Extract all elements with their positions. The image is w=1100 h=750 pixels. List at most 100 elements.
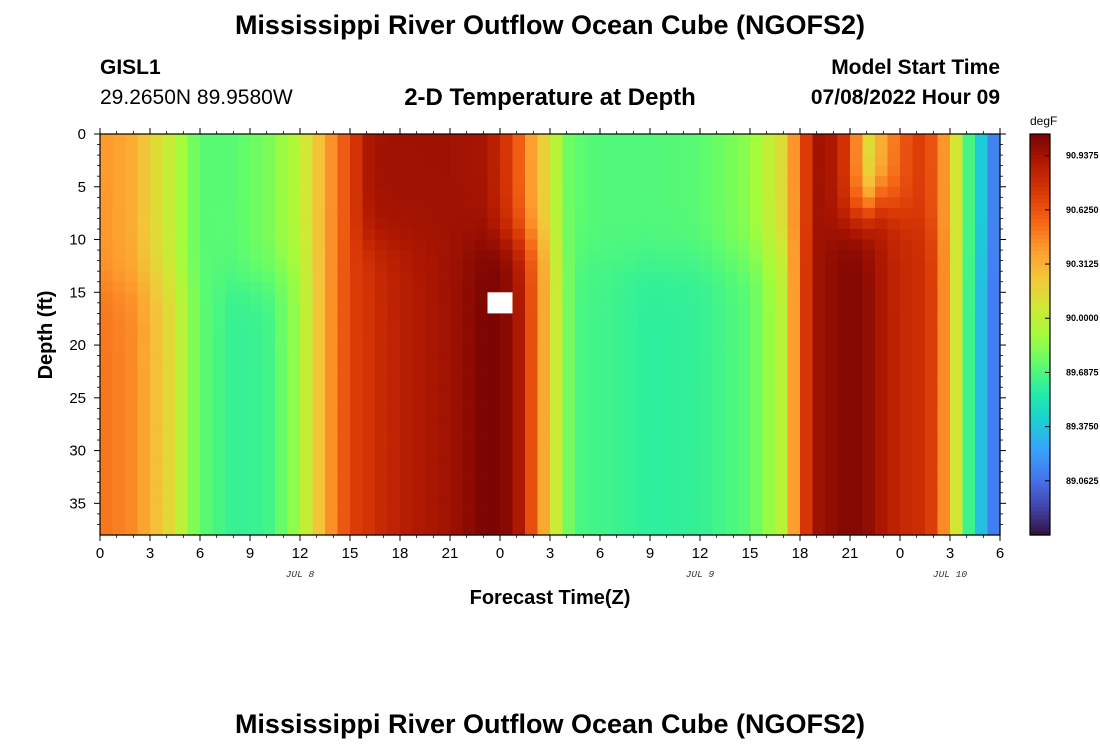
heatmap-cell	[525, 524, 539, 536]
heatmap-cell	[200, 186, 214, 198]
heatmap-cell	[237, 281, 251, 293]
heatmap-cell	[950, 313, 964, 325]
heatmap-cell	[675, 366, 689, 378]
heatmap-cell	[100, 281, 114, 293]
heatmap-cell	[887, 260, 901, 272]
heatmap-cell	[125, 345, 139, 357]
heatmap-cell	[412, 376, 426, 388]
heatmap-cell	[800, 186, 814, 198]
heatmap-cell	[225, 524, 239, 536]
colorbar-segment	[1030, 334, 1050, 340]
heatmap-cell	[225, 228, 239, 241]
heatmap-cell	[987, 345, 1001, 357]
heatmap-cell	[112, 492, 126, 504]
heatmap-cell	[350, 207, 364, 220]
heatmap-cell	[837, 134, 851, 146]
heatmap-cell	[725, 155, 739, 167]
heatmap-cell	[400, 260, 414, 272]
heatmap-cell	[925, 492, 939, 504]
heatmap-cell	[725, 323, 739, 336]
heatmap-cell	[262, 387, 276, 399]
heatmap-cell	[625, 376, 639, 388]
heatmap-cell	[862, 482, 876, 494]
heatmap-cell	[162, 228, 176, 241]
heatmap-cell	[862, 513, 876, 526]
heatmap-cell	[125, 260, 139, 272]
heatmap-cell	[887, 186, 901, 198]
heatmap-cell	[137, 260, 151, 272]
heatmap-cell	[362, 387, 376, 399]
heatmap-cell	[175, 186, 189, 198]
heatmap-cell	[975, 260, 989, 272]
heatmap-cell	[625, 366, 639, 378]
heatmap-cell	[150, 471, 164, 483]
heatmap-cell	[250, 302, 264, 314]
heatmap-cell	[162, 397, 176, 409]
heatmap-cell	[225, 492, 239, 504]
heatmap-cell	[812, 250, 826, 262]
heatmap-cell	[175, 260, 189, 272]
heatmap-cell	[300, 281, 314, 293]
heatmap-cell	[112, 228, 126, 241]
heatmap-cell	[237, 429, 251, 441]
heatmap-cell	[275, 376, 289, 388]
heatmap-cell	[862, 524, 876, 536]
heatmap-cell	[550, 366, 564, 378]
heatmap-cell	[800, 418, 814, 431]
colorbar-segment	[1030, 226, 1050, 231]
heatmap-cell	[712, 513, 726, 526]
heatmap-cell	[200, 239, 214, 251]
heatmap-cell	[562, 471, 576, 483]
colorbar-segment	[1030, 418, 1050, 424]
heatmap-cell	[462, 397, 476, 409]
heatmap-cell	[200, 207, 214, 220]
heatmap-cell	[887, 134, 901, 146]
heatmap-cell	[600, 376, 614, 388]
heatmap-cell	[525, 260, 539, 272]
heatmap-cell	[700, 450, 714, 462]
heatmap-cell	[250, 355, 264, 367]
heatmap-cell	[637, 471, 651, 483]
heatmap-cell	[287, 461, 301, 473]
heatmap-cell	[450, 144, 464, 156]
heatmap-cell	[800, 323, 814, 336]
heatmap-cell	[837, 334, 851, 346]
heatmap-cell	[350, 450, 364, 462]
heatmap-cell	[950, 239, 964, 251]
heatmap-cell	[775, 302, 789, 314]
heatmap-cell	[600, 313, 614, 325]
heatmap-cell	[987, 471, 1001, 483]
heatmap-cell	[875, 239, 889, 251]
heatmap-cell	[837, 144, 851, 156]
heatmap-cell	[462, 165, 476, 177]
heatmap-cell	[237, 302, 251, 314]
heatmap-cell	[975, 323, 989, 336]
y-tick-label: 0	[78, 126, 86, 143]
heatmap-cell	[375, 471, 389, 483]
heatmap-cell	[150, 207, 164, 220]
colorbar-segment	[1030, 134, 1050, 139]
heatmap-cell	[337, 250, 351, 262]
colorbar-segment	[1030, 434, 1050, 440]
heatmap-cell	[762, 471, 776, 483]
heatmap-cell	[787, 408, 801, 420]
heatmap-cell	[425, 281, 439, 293]
heatmap-cell	[300, 408, 314, 420]
colorbar-segment	[1030, 178, 1050, 183]
heatmap-cell	[775, 134, 789, 146]
heatmap-cell	[325, 302, 339, 314]
heatmap-cell	[287, 218, 301, 230]
heatmap-cell	[337, 197, 351, 209]
heatmap-cell	[537, 492, 551, 504]
heatmap-cell	[612, 250, 626, 262]
heatmap-cell	[937, 239, 951, 251]
heatmap-cell	[125, 197, 139, 209]
heatmap-cell	[112, 207, 126, 220]
heatmap-cell	[825, 144, 839, 156]
heatmap-cell	[762, 503, 776, 515]
heatmap-cell	[587, 387, 601, 399]
heatmap-cell	[225, 450, 239, 462]
heatmap-cell	[587, 513, 601, 526]
heatmap-cell	[500, 376, 514, 388]
heatmap-cell	[625, 186, 639, 198]
